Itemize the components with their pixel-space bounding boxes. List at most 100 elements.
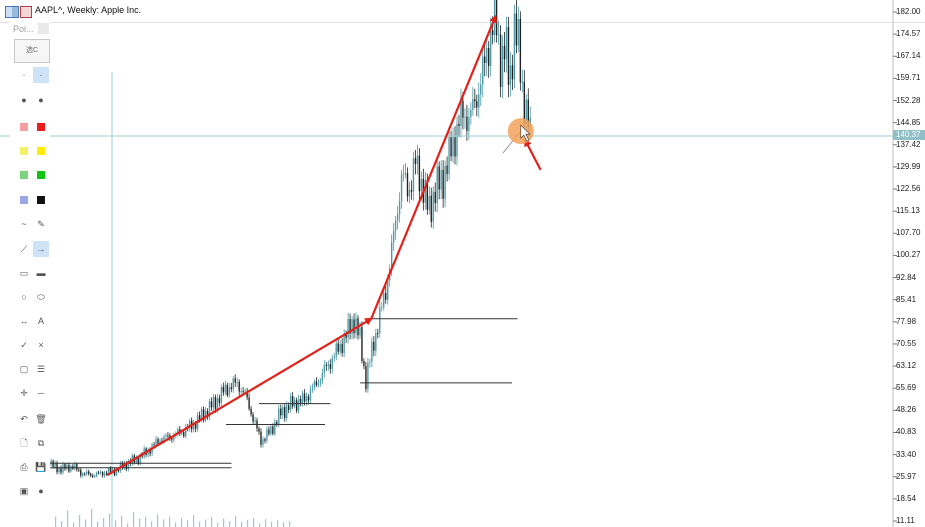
y-tick-label: 40.83 (896, 427, 917, 437)
candle-body (284, 407, 286, 419)
check-icon[interactable]: ✓ (20, 340, 28, 350)
candle-body (462, 100, 464, 118)
line-icon[interactable]: ⟋ (20, 244, 28, 254)
candle-body (90, 473, 92, 476)
dot-large-icon[interactable]: ● (38, 95, 44, 105)
candle-body (307, 396, 310, 401)
toolbar-close-button[interactable] (38, 23, 49, 34)
symbol-icon[interactable] (20, 6, 32, 18)
y-tick-label: 152.28 (896, 95, 921, 105)
screenshot-icon[interactable]: ▣ (19, 486, 29, 496)
candle-body (270, 426, 272, 434)
candle-body (238, 381, 240, 392)
candle-body (474, 99, 476, 102)
volume-bar (253, 518, 255, 527)
color-yellow-swatch[interactable] (33, 143, 49, 159)
dot-small-icon[interactable]: · (22, 70, 26, 80)
candle-body (303, 393, 306, 402)
y-tick-label: 11.11 (896, 516, 915, 525)
volume-bar (181, 518, 183, 527)
candle-body (416, 155, 419, 165)
candle-body (260, 431, 262, 445)
candle-body (177, 429, 179, 434)
list-icon[interactable]: ☰ (36, 364, 46, 374)
cross-icon[interactable]: × (38, 340, 44, 350)
volume-bar (115, 520, 117, 527)
trash-icon[interactable]: 🗑 (35, 414, 47, 424)
candle-body (436, 166, 438, 204)
crosshair-icon[interactable]: ✛ (20, 388, 28, 398)
color-red-swatch[interactable] (33, 119, 49, 135)
y-tick-label: 18.54 (896, 493, 917, 503)
candle-body (333, 356, 335, 359)
candle-body (103, 472, 106, 476)
rectangle-icon[interactable]: ▭ (19, 268, 29, 278)
rectangle-filled-icon[interactable]: ▬ (36, 268, 46, 278)
chart-window-icon[interactable] (5, 6, 19, 18)
candle-body (381, 307, 383, 309)
candle-body (432, 191, 434, 222)
candle-body (171, 437, 173, 440)
volume-bar (73, 522, 75, 527)
ellipse-icon[interactable]: ○ (21, 292, 27, 302)
color-red-light-swatch[interactable] (16, 119, 32, 135)
color-yellow-light-swatch[interactable] (16, 143, 32, 159)
candle-body (487, 47, 490, 66)
candle-body (444, 165, 446, 199)
candle-body (266, 429, 268, 441)
candle-body (466, 116, 468, 131)
dot-medium-icon[interactable]: ● (21, 95, 27, 105)
open-icon[interactable]: ⎙ (20, 462, 28, 472)
candle-body (234, 378, 236, 383)
candle-body (278, 408, 280, 425)
text-icon[interactable]: A (37, 316, 44, 326)
color-black-swatch[interactable] (33, 192, 49, 208)
candle-body (478, 94, 480, 108)
dot-tiny-icon[interactable]: · (33, 67, 49, 83)
candle-body (420, 178, 423, 192)
candle-body (456, 123, 458, 157)
current-price-tag: 140.37 (893, 130, 925, 140)
color-blue-light-swatch[interactable] (16, 192, 32, 208)
candle-body (189, 420, 191, 429)
new-file-icon[interactable]: 🗋 (20, 438, 28, 448)
candle-body (82, 473, 84, 476)
candle-body (387, 280, 389, 300)
candle-body (472, 99, 474, 110)
candle-body (93, 475, 96, 477)
volume-bar (175, 522, 177, 527)
candle-body (309, 389, 312, 401)
candle-body (329, 364, 331, 369)
double-arrow-icon[interactable]: ↔ (19, 316, 29, 326)
candle-body (337, 343, 339, 352)
candle-body (470, 109, 472, 118)
undo-icon[interactable]: ↶ (20, 414, 28, 424)
frame-icon[interactable]: ▢ (19, 364, 29, 374)
help-icon[interactable]: ● (38, 486, 44, 496)
candle-body (181, 432, 183, 434)
candle-body (86, 471, 88, 474)
pen-icon[interactable]: ✎ (37, 219, 45, 229)
ellipse-filled-icon[interactable]: ⬭ (37, 292, 45, 302)
volume-bar (199, 521, 201, 527)
color-green-light-swatch[interactable] (16, 167, 32, 183)
copy-icon[interactable]: ⧉ (37, 438, 45, 448)
arrow-icon[interactable]: → (33, 241, 49, 257)
candle-body (222, 386, 225, 393)
candle-body (523, 81, 526, 124)
candle-body (226, 384, 229, 396)
color-green-swatch[interactable] (33, 167, 49, 183)
candle-body (232, 378, 234, 390)
volume-bar (121, 515, 123, 527)
curve-icon[interactable]: ~ (21, 219, 27, 229)
candle-body (398, 201, 401, 215)
dash-icon[interactable]: ─ (37, 388, 45, 398)
candle-body (446, 165, 448, 175)
candle-body (297, 399, 300, 411)
toolbar-preview[interactable]: 选C (14, 39, 50, 63)
save-icon[interactable]: 💾 (35, 462, 47, 472)
candle-body (301, 393, 304, 403)
candle-body (503, 45, 506, 60)
candle-body (353, 319, 355, 334)
